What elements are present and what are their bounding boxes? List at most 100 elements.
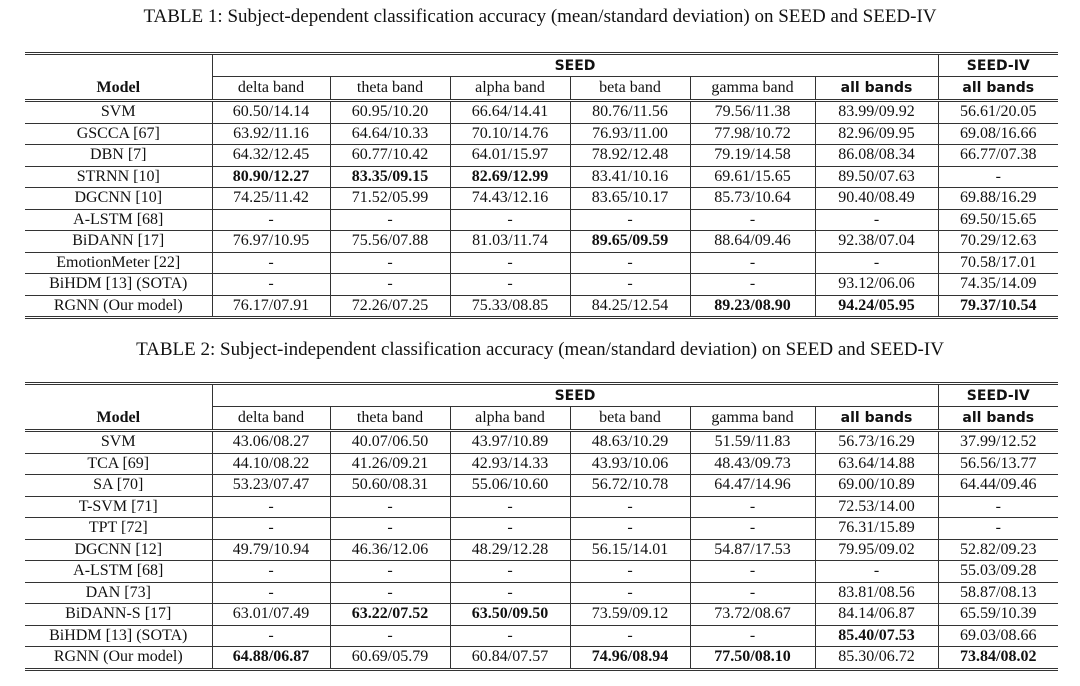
accuracy-cell: -: [689, 273, 815, 296]
accuracy-cell: 42.93/14.33: [449, 453, 570, 475]
group-header-row: SEED SEED-IV: [25, 382, 1059, 407]
accuracy-cell: -: [689, 252, 815, 274]
model-name: RGNN (Our model): [25, 295, 212, 319]
accuracy-cell: 43.93/10.06: [569, 453, 690, 475]
accuracy-cell: -: [689, 582, 815, 604]
accuracy-cell: 60.69/05.79: [329, 646, 450, 671]
accuracy-cell: -: [689, 625, 815, 647]
table-caption: TABLE 1: Subject-dependent classificatio…: [143, 6, 937, 27]
column-header: delta band: [211, 406, 330, 432]
accuracy-cell: 73.84/08.02: [937, 646, 1059, 671]
accuracy-cell: 83.65/10.17: [569, 187, 690, 210]
accuracy-cell: -: [569, 582, 690, 604]
accuracy-cell: 83.35/09.15: [329, 166, 450, 188]
table-caption: TABLE 2: Subject-independent classificat…: [136, 339, 944, 360]
accuracy-cell: 64.44/09.46: [937, 474, 1059, 497]
accuracy-cell: 94.24/05.95: [814, 295, 939, 319]
column-header: gamma band: [689, 76, 815, 102]
data-row: SVM 60.50/14.14 60.95/10.20 66.64/14.41 80.7…: [25, 100, 1059, 124]
accuracy-cell: 48.29/12.28: [449, 539, 570, 561]
accuracy-cell: 56.72/10.78: [569, 474, 690, 497]
accuracy-cell: -: [329, 209, 450, 231]
model-name: T-SVM [71]: [25, 496, 212, 518]
accuracy-cell: 84.25/12.54: [569, 295, 690, 319]
model-name: EmotionMeter [22]: [25, 252, 212, 274]
data-row: T-SVM [71] - - - - -72.53/14.00-: [25, 496, 1059, 518]
accuracy-cell: -: [569, 625, 690, 647]
accuracy-cell: -: [329, 517, 450, 540]
accuracy-cell: 60.77/10.42: [329, 144, 450, 167]
data-row: DBN [7] 64.32/12.45 60.77/10.42 64.01/15.97…: [25, 144, 1059, 167]
accuracy-cell: 85.73/10.64: [689, 187, 815, 210]
model-name: SVM: [25, 100, 212, 124]
accuracy-cell: 51.59/11.83: [689, 430, 815, 454]
header-cell: [25, 52, 212, 77]
accuracy-cell: -: [689, 517, 815, 540]
column-header-row: Model delta band theta band alpha band beta …: [25, 76, 1059, 102]
accuracy-cell: -: [937, 517, 1059, 540]
data-row: BiDANN-S [17] 63.01/07.49 63.22/07.52 63.50…: [25, 603, 1059, 626]
accuracy-cell: -: [329, 625, 450, 647]
accuracy-cell: 89.23/08.90: [689, 295, 815, 319]
accuracy-cell: 64.64/10.33: [329, 123, 450, 145]
accuracy-cell: 86.08/08.34: [814, 144, 939, 167]
accuracy-cell: 73.72/08.67: [689, 603, 815, 626]
accuracy-cell: -: [449, 273, 570, 296]
accuracy-cell: 82.96/09.95: [814, 123, 939, 145]
accuracy-cell: -: [689, 496, 815, 518]
accuracy-cell: 72.26/07.25: [329, 295, 450, 319]
accuracy-cell: -: [329, 582, 450, 604]
accuracy-cell: 63.64/14.88: [814, 453, 939, 475]
data-row: TCA [69] 44.10/08.22 41.26/09.21 42.93/14.3…: [25, 453, 1059, 475]
model-name: TCA [69]: [25, 453, 212, 475]
accuracy-cell: -: [211, 560, 330, 583]
data-row: SVM 43.06/08.27 40.07/06.50 43.97/10.89 48.6…: [25, 430, 1059, 454]
accuracy-cell: 77.98/10.72: [689, 123, 815, 145]
accuracy-cell: 73.59/09.12: [569, 603, 690, 626]
accuracy-cell: 74.43/12.16: [449, 187, 570, 210]
model-name: A-LSTM [68]: [25, 209, 212, 231]
accuracy-cell: 85.40/07.53: [814, 625, 939, 647]
column-header: alpha band: [449, 76, 570, 102]
header-cell: [25, 382, 212, 407]
accuracy-cell: 50.60/08.31: [329, 474, 450, 497]
accuracy-cell: 69.03/08.66: [937, 625, 1059, 647]
data-row: STRNN [10] 80.90/12.27 83.35/09.15 82.69/12…: [25, 166, 1059, 188]
accuracy-cell: 75.56/07.88: [329, 230, 450, 253]
accuracy-cell: 66.77/07.38: [937, 144, 1059, 167]
model-name: TPT [72]: [25, 517, 212, 540]
accuracy-cell: 89.50/07.63: [814, 166, 939, 188]
accuracy-cell: 65.59/10.39: [937, 603, 1059, 626]
column-header: theta band: [329, 76, 450, 102]
column-header: alpha band: [449, 406, 570, 432]
model-name: DAN [73]: [25, 582, 212, 604]
column-header: beta band: [569, 76, 690, 102]
accuracy-cell: 85.30/06.72: [814, 646, 939, 671]
model-name: SVM: [25, 430, 212, 454]
accuracy-cell: -: [689, 560, 815, 583]
accuracy-cell: -: [211, 517, 330, 540]
accuracy-cell: 60.50/14.14: [211, 100, 330, 124]
accuracy-cell: 70.29/12.63: [937, 230, 1059, 253]
accuracy-cell: -: [814, 209, 939, 231]
accuracy-cell: 52.82/09.23: [937, 539, 1059, 561]
column-header: all bands: [814, 76, 939, 102]
data-row: DGCNN [10] 74.25/11.42 71.52/05.99 74.43/12…: [25, 187, 1059, 210]
column-header: gamma band: [689, 406, 815, 432]
accuracy-cell: -: [814, 560, 939, 583]
accuracy-cell: 41.26/09.21: [329, 453, 450, 475]
model-name: A-LSTM [68]: [25, 560, 212, 583]
column-header: Model: [25, 76, 212, 102]
accuracy-cell: 81.03/11.74: [449, 230, 570, 253]
results-table: SEED SEED-IV Model delta band theta band alph…: [25, 382, 1059, 671]
accuracy-cell: -: [449, 517, 570, 540]
accuracy-cell: -: [937, 166, 1059, 188]
data-row: BiDANN [17] 76.97/10.95 75.56/07.88 81.03/1…: [25, 230, 1059, 253]
accuracy-cell: 69.88/16.29: [937, 187, 1059, 210]
accuracy-cell: 63.01/07.49: [211, 603, 330, 626]
model-name: DGCNN [10]: [25, 187, 212, 210]
accuracy-cell: -: [329, 252, 450, 274]
accuracy-cell: 69.61/15.65: [689, 166, 815, 188]
accuracy-cell: 74.96/08.94: [569, 646, 690, 671]
accuracy-cell: 48.63/10.29: [569, 430, 690, 454]
